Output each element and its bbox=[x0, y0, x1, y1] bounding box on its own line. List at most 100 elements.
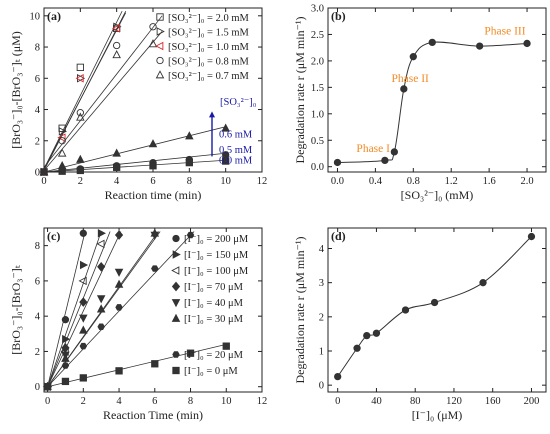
data-point bbox=[409, 53, 417, 61]
phase-label: Phase III bbox=[484, 25, 525, 37]
data-point bbox=[115, 304, 123, 311]
x-tick-label: 8 bbox=[187, 176, 192, 187]
data-point bbox=[363, 331, 371, 340]
data-point bbox=[43, 383, 52, 391]
data-point bbox=[97, 261, 106, 272]
data-point bbox=[111, 24, 120, 33]
x-tick-label: 80 bbox=[410, 396, 421, 407]
data-point bbox=[58, 127, 67, 136]
data-point bbox=[40, 168, 48, 176]
phase-label: Phase II bbox=[392, 73, 430, 85]
data-point bbox=[76, 154, 85, 163]
data-point bbox=[75, 74, 84, 83]
series-label: 0.6 mM bbox=[219, 130, 253, 141]
x-tick-label: 200 bbox=[524, 396, 540, 407]
series-label: 0.5 mM bbox=[219, 145, 253, 156]
data-point bbox=[400, 85, 408, 93]
data-point bbox=[97, 229, 106, 238]
x-tick-label: 6 bbox=[150, 176, 155, 187]
data-point bbox=[151, 265, 159, 272]
x-axis-label: Reaction time (min) bbox=[105, 188, 202, 202]
y-tick-label: 8 bbox=[35, 43, 40, 54]
x-tick-label: 2 bbox=[78, 176, 83, 187]
y-tick-label: 2 bbox=[319, 312, 324, 323]
legend-marker bbox=[155, 70, 165, 79]
legend-marker bbox=[171, 313, 181, 322]
y-tick-label: 1 bbox=[319, 347, 324, 358]
x-tick-label: 0.4 bbox=[369, 176, 383, 187]
data-point bbox=[57, 148, 67, 157]
series bbox=[44, 229, 106, 391]
x-tick-label: 4 bbox=[114, 176, 120, 187]
data-point bbox=[186, 231, 195, 239]
x-tick-label: 120 bbox=[446, 396, 462, 407]
panel-label: (a) bbox=[47, 9, 61, 23]
fit-line bbox=[44, 159, 226, 172]
legend-marker bbox=[155, 41, 164, 51]
legend-label: [SO₃²⁻]₀ = 1.0 mM bbox=[168, 42, 250, 53]
fit-line bbox=[47, 231, 86, 387]
panel-b: 0.0 0.4 0.8 1.2 1.6 2.0 0.0 0.5 1.0 1.5 2.0 2.5 3.0 [… bbox=[293, 4, 547, 202]
fit-line bbox=[44, 15, 163, 168]
data-point bbox=[61, 316, 70, 324]
legend-marker bbox=[172, 366, 180, 375]
panel-d: 0 40 80 120 160 200 0 1 2 3 4 [I⁻]₀ (μM) Degradation… bbox=[293, 227, 547, 422]
data-point bbox=[79, 374, 87, 382]
data-point bbox=[76, 63, 84, 72]
y-tick-label: 0 bbox=[35, 382, 40, 393]
y-tick-label: 8 bbox=[35, 241, 40, 252]
legend-label: [SO₃²⁻]₀ = 0.8 mM bbox=[168, 57, 250, 68]
legend-label: [I⁻]₀ = 20 μM bbox=[184, 350, 244, 361]
data-point bbox=[79, 342, 88, 350]
series bbox=[43, 342, 230, 391]
y-tick-label: 4 bbox=[35, 105, 41, 116]
series bbox=[42, 239, 105, 391]
legend-label: [I⁻]₀ = 100 μM bbox=[184, 266, 249, 277]
data-point bbox=[76, 166, 84, 175]
data-point bbox=[333, 158, 342, 167]
legend-label: [SO₃²⁻]₀ = 2.0 mM bbox=[168, 13, 250, 24]
data-point bbox=[96, 295, 106, 304]
x-tick-label: 0 bbox=[41, 176, 46, 187]
fit-line bbox=[44, 10, 123, 170]
y-axis-label: Degradation rate r (μM min⁻¹) bbox=[293, 17, 307, 164]
y-axis-label: Degradation rate r (μM min⁻¹) bbox=[293, 237, 307, 384]
data-point bbox=[114, 279, 124, 288]
phase-label: Phase I bbox=[356, 143, 390, 155]
fit-line bbox=[47, 343, 227, 388]
legend-marker bbox=[156, 56, 164, 65]
y-tick-label: 2 bbox=[35, 347, 40, 358]
panel-label: (c) bbox=[47, 229, 60, 243]
y-tick-label: 2 bbox=[35, 136, 40, 147]
data-point bbox=[149, 23, 157, 31]
data-point bbox=[149, 162, 157, 170]
y-tick-label: 4 bbox=[319, 244, 325, 255]
data-point bbox=[334, 372, 342, 381]
data-point bbox=[222, 342, 230, 350]
x-tick-label: 0 bbox=[45, 396, 50, 407]
data-point bbox=[372, 329, 381, 337]
fit-lines bbox=[44, 10, 226, 172]
x-tick-label: 0 bbox=[335, 396, 340, 407]
legend-label: [I⁻]₀ = 30 μM bbox=[184, 314, 244, 325]
plot-frame bbox=[327, 7, 547, 173]
data-point bbox=[79, 325, 88, 334]
y-tick-label: 0 bbox=[319, 381, 324, 392]
x-tick-label: 10 bbox=[220, 176, 231, 187]
y-tick-label: 1.5 bbox=[311, 83, 324, 94]
data-point bbox=[61, 353, 70, 362]
x-tick-label: 10 bbox=[221, 396, 232, 407]
x-tick-label: 8 bbox=[188, 396, 193, 407]
data-point bbox=[112, 50, 121, 59]
legend-label: [I⁻]₀ = 200 μM bbox=[184, 234, 249, 245]
y-tick-label: 6 bbox=[35, 74, 40, 85]
data-point bbox=[221, 123, 230, 132]
y-axis-label: [BrO₃⁻]₀-[BrO₃⁻]ₜ (μM) bbox=[9, 31, 23, 149]
legend-marker bbox=[156, 27, 165, 36]
x-tick-label: 12 bbox=[257, 176, 268, 187]
x-tick-label: 12 bbox=[257, 396, 268, 407]
data-point bbox=[390, 148, 398, 156]
plot-frame bbox=[43, 227, 263, 393]
data-point bbox=[61, 377, 70, 386]
